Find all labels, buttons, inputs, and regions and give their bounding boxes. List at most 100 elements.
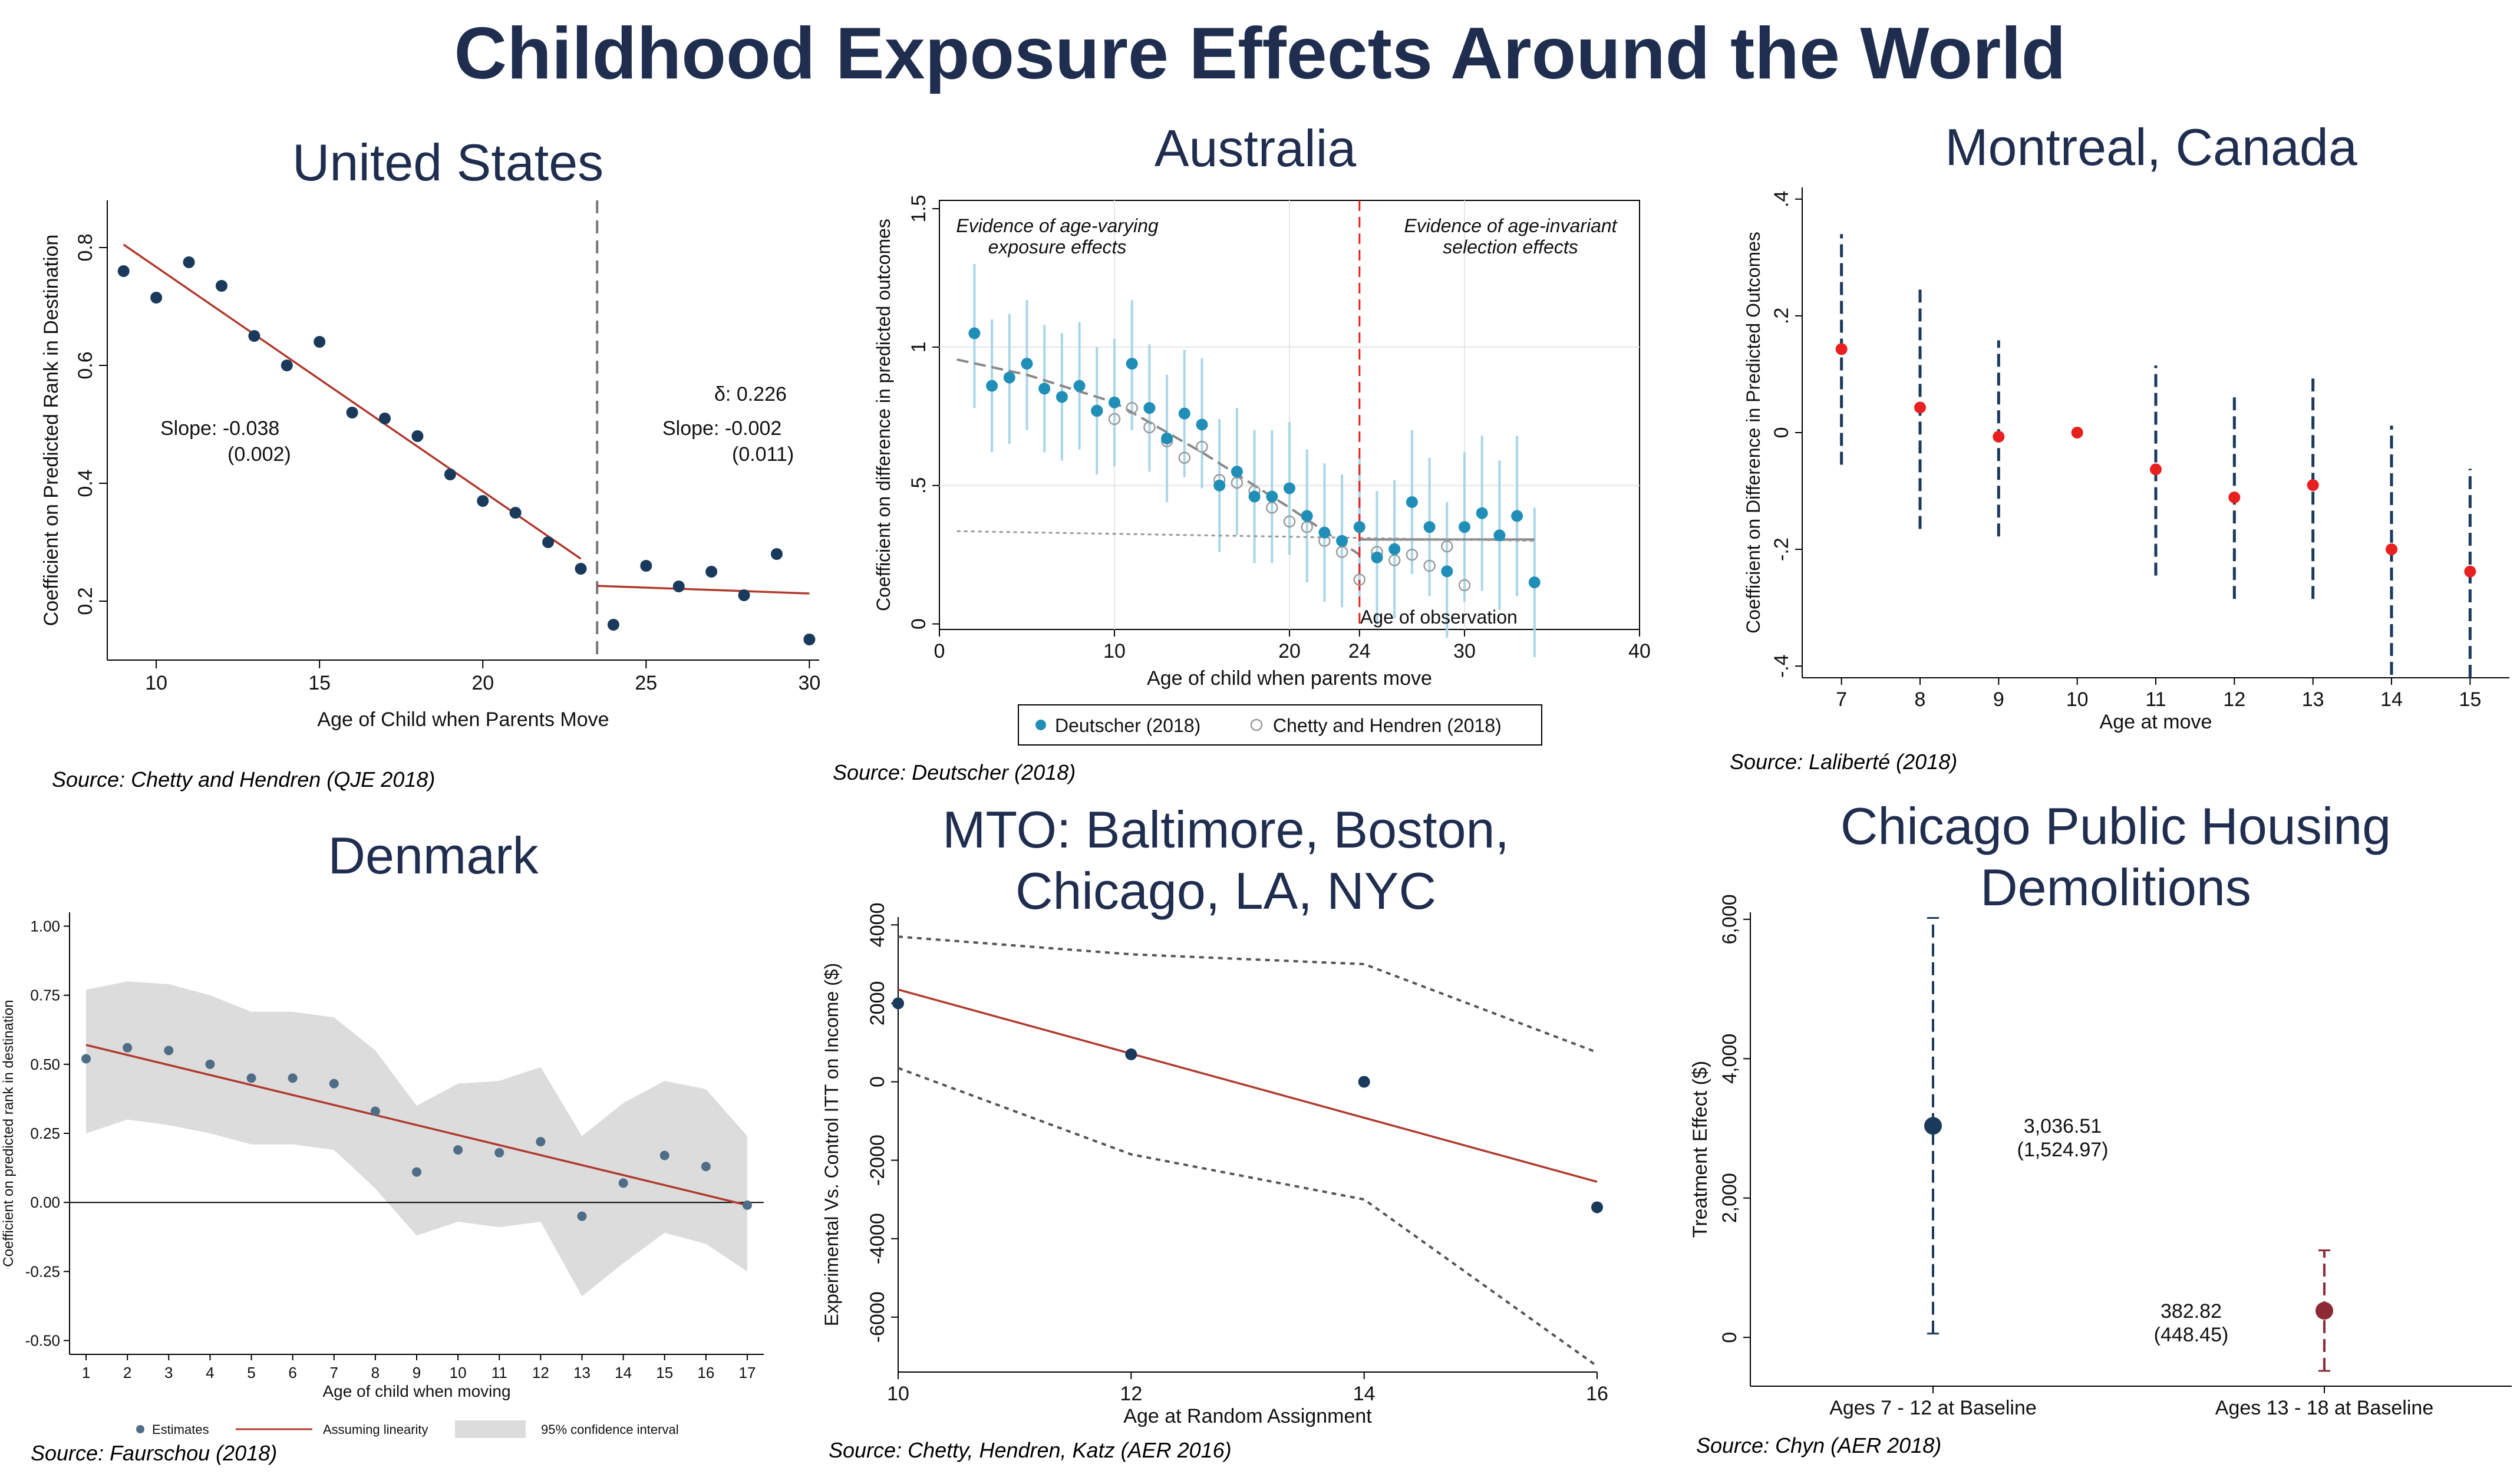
australia-source: Source: Deutscher (2018) [833,760,1076,784]
australia-y-tick-label: 1 [908,341,930,352]
chicago-se-label: (1,524.97) [2017,1139,2109,1161]
us-y-tick-label: 0.6 [74,351,97,379]
montreal-y-tick-label: -.4 [1770,654,1793,678]
denmark-legend-estimates-label: Estimates [152,1422,209,1437]
australia-deutscher-point [1038,382,1051,395]
australia-x-axis-label: Age of child when parents move [1147,667,1432,690]
australia-deutscher-point [1266,490,1278,503]
chicago-y-tick-label: 4,000 [1719,1034,1741,1084]
australia-deutscher-point [1406,496,1418,508]
chicago-y-tick-label: 2,000 [1719,1173,1741,1223]
australia-deutscher-point [1318,526,1331,539]
australia-annotation-left-2: exposure effects [988,236,1127,258]
mto-y-tick-label: -6000 [866,1291,889,1343]
us-data-point [509,507,522,519]
us-y-tick-label: 0.2 [74,587,97,615]
australia-age-observation-label: Age of observation [1360,606,1518,628]
australia-y-tick-label: 1.5 [908,194,930,222]
australia-chetty-point [1458,579,1471,592]
chicago-source: Source: Chyn (AER 2018) [1696,1433,1942,1457]
us-y-axis-label: Coefficient on Predicted Rank in Destina… [40,235,62,626]
australia-deutscher-point [1178,407,1190,420]
denmark-data-point [246,1073,256,1083]
denmark-chart: 1 2 3 4 5 6 7 8 9 10 11 12 13 14 15 16 17-0.50-0.250.000… [1,912,764,1438]
denmark-source: Source: Faurschou (2018) [31,1441,278,1465]
australia-x-tick-label: 24 [1348,640,1371,662]
us-y-tick-label: 0.4 [74,469,97,497]
us-data-point [150,292,163,304]
mto-y-tick-label: -4000 [866,1213,889,1264]
denmark-data-point [288,1073,298,1083]
denmark-x-tick-label: 2 [123,1364,131,1381]
denmark-legend-ci-label: 95% confidence interval [541,1422,679,1437]
denmark-x-tick-label: 14 [615,1364,632,1381]
australia-deutscher-point [1126,358,1138,370]
australia-annotation-right-1: Evidence of age-invariant [1404,215,1617,236]
us-data-point [705,566,718,578]
denmark-title: Denmark [328,826,539,885]
us-x-tick-label: 25 [635,672,657,694]
australia-deutscher-point [1248,490,1261,503]
mto-y-tick-label: -2000 [866,1135,889,1186]
us-data-point [183,256,195,268]
australia-deutscher-point [968,327,981,339]
mto-chart: 10 12 14 16 -6000 -4000 -2000 0 2000 4000 Age at R… [821,902,1608,1427]
mto-ci-upper [898,935,1598,1054]
us-x-tick-label: 15 [308,672,331,694]
australia-legend-deutscher-marker [1035,720,1046,730]
mto-data-point [1125,1048,1137,1060]
australia-x-tick-label: 10 [1103,640,1126,662]
australia-deutscher-point [1056,391,1068,403]
us-data-point [542,536,555,548]
australia-deutscher-point [1143,402,1156,414]
australia-deutscher-point [1353,521,1365,533]
australia-x-tick-label: 40 [1628,640,1651,662]
denmark-x-tick-label: 3 [164,1364,173,1381]
denmark-data-point [81,1054,91,1064]
us-y-tick-label: 0.8 [74,233,97,261]
australia-chetty-point [1283,515,1296,528]
chicago-value-label: 3,036.51 [2024,1115,2102,1137]
denmark-x-tick-label: 10 [450,1364,467,1381]
australia-deutscher-point [1336,535,1348,547]
montreal-chart: 7 8 9 10 11 12 13 14 15 -.4 -.2 0 .2 .4 Age at move Coe… [1743,187,2509,733]
australia-deutscher-point [1423,521,1436,533]
us-data-point [672,581,685,592]
australia-deutscher-point [1511,510,1523,522]
chicago-y-tick-label: 6,000 [1719,894,1741,944]
australia-annotation-left-1: Evidence of age-varying [956,215,1159,236]
australia-deutscher-point [1528,576,1541,589]
denmark-x-tick-label: 9 [413,1364,421,1381]
denmark-y-tick-label: 0.00 [30,1193,60,1211]
australia-chetty-point [1143,421,1156,434]
chicago-y-axis-label: Treatment Effect ($) [1689,1061,1711,1238]
denmark-x-tick-label: 13 [573,1364,591,1381]
denmark-fit-line [85,1044,748,1206]
australia-title: Australia [1154,119,1357,177]
mto-y-axis-label: Experimental Vs. Control ITT on Income (… [821,963,842,1327]
denmark-x-tick-label: 15 [656,1364,673,1381]
denmark-x-tick-label: 17 [738,1364,756,1381]
denmark-x-axis-label: Age of child when moving [322,1382,510,1400]
australia-x-tick-label: 0 [934,640,945,662]
australia-x-tick-label: 30 [1453,640,1476,662]
us-slope-right: Slope: -0.002 [662,417,781,440]
mto-data-point [892,997,904,1010]
us-data-point [738,589,750,601]
us-data-point [607,619,619,631]
australia-deutscher-point [1476,507,1488,519]
denmark-y-tick-label: 0.25 [30,1125,60,1142]
denmark-data-point [370,1106,380,1116]
denmark-data-point [659,1150,669,1160]
denmark-data-point [123,1043,133,1053]
australia-deutscher-point [1196,418,1208,431]
us-data-point [411,430,424,442]
australia-deutscher-point [986,380,998,392]
denmark-x-tick-label: 8 [371,1364,380,1381]
montreal-x-tick-label: 8 [1915,688,1926,711]
mto-x-tick-label: 14 [1353,1383,1376,1405]
us-data-point [117,265,130,277]
chicago-x-tick-label: Ages 7 - 12 at Baseline [1829,1397,2037,1419]
chicago-y-tick-label: 0 [1719,1332,1741,1343]
